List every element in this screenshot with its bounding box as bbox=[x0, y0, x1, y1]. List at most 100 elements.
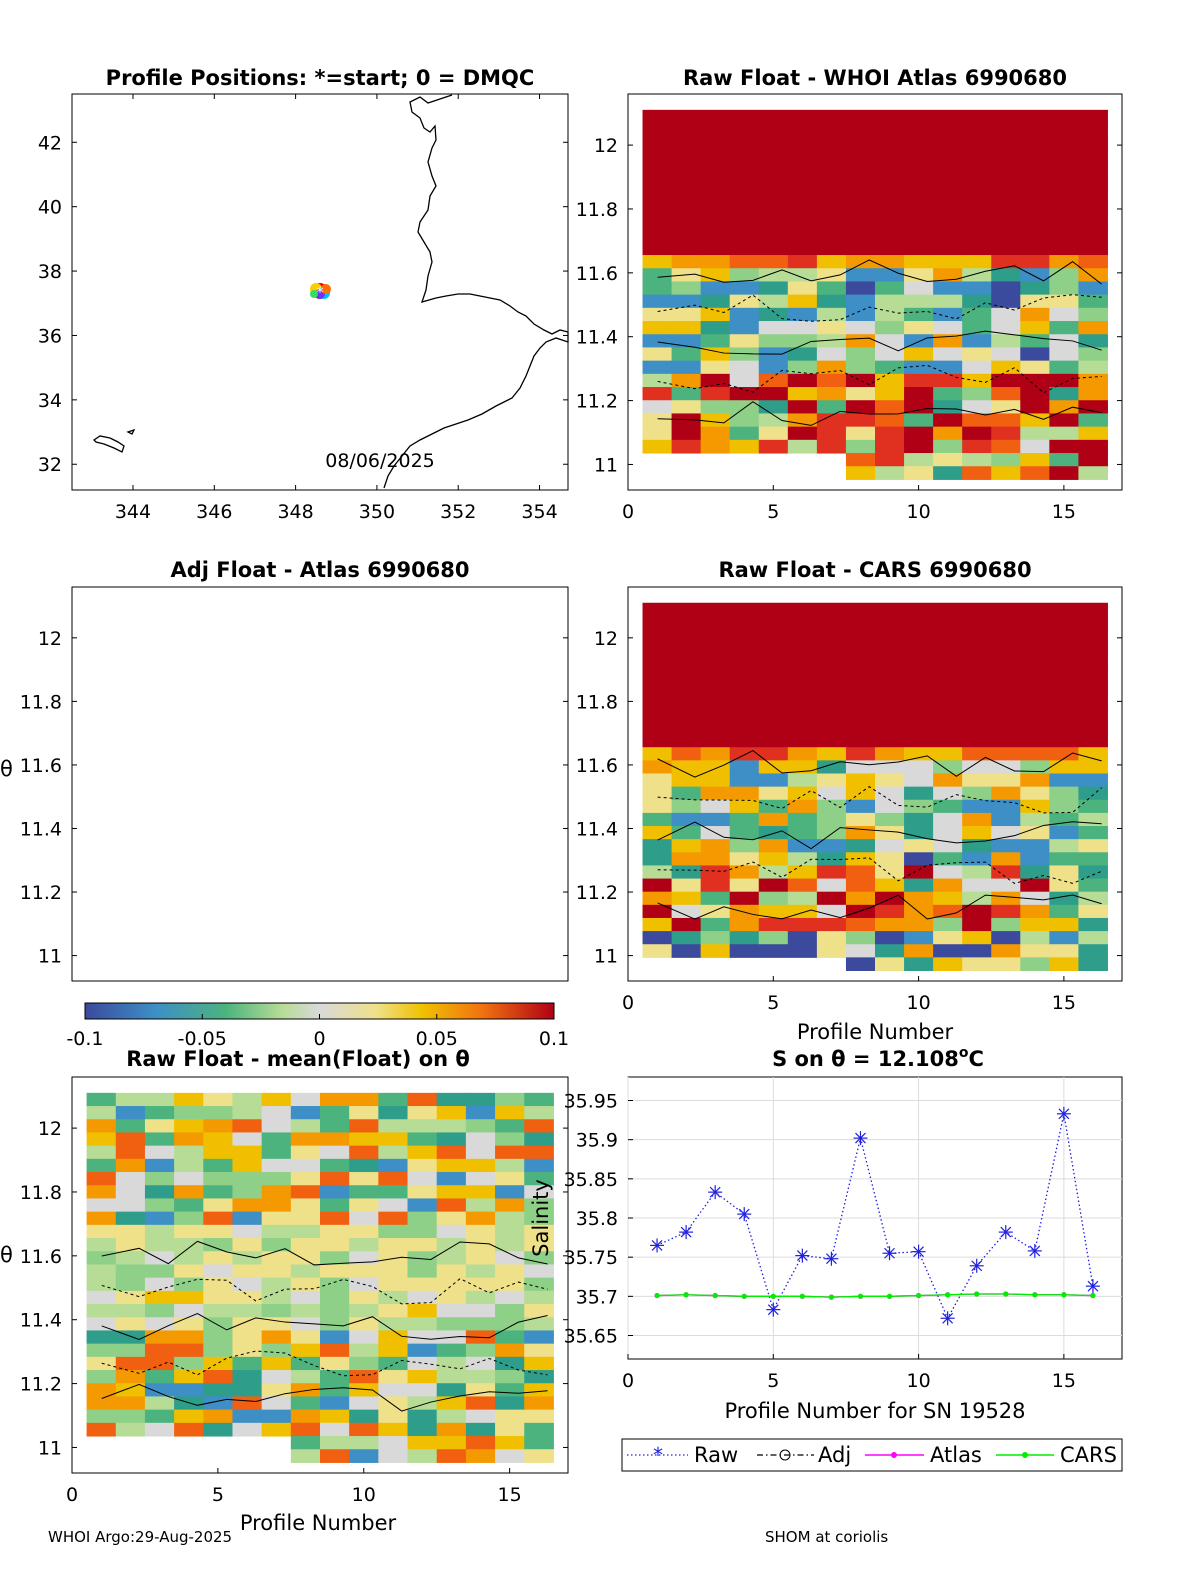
heatmap-cell bbox=[875, 773, 905, 788]
heatmap-cell bbox=[1049, 720, 1079, 735]
x-tick-label: 15 bbox=[498, 1484, 522, 1506]
heatmap-cell bbox=[1049, 747, 1079, 761]
heatmap-cell bbox=[1020, 878, 1050, 893]
heatmap-cell bbox=[671, 629, 702, 643]
heatmap-cell bbox=[349, 1224, 379, 1239]
heatmap-cell bbox=[875, 109, 905, 124]
heatmap-cell bbox=[1020, 904, 1050, 919]
contour-line bbox=[657, 821, 1102, 850]
heatmap-cell bbox=[671, 334, 702, 348]
heatmap-cell bbox=[436, 1211, 467, 1226]
heatmap-cell bbox=[1020, 321, 1050, 335]
heatmap-cell bbox=[232, 1251, 263, 1265]
heatmap-cell bbox=[232, 1317, 263, 1331]
heatmap-cell bbox=[962, 668, 992, 683]
heatmap-cell bbox=[729, 694, 760, 709]
heatmap-cell bbox=[203, 1290, 233, 1305]
heatmap-cell bbox=[933, 294, 963, 309]
heatmap-cell bbox=[962, 786, 992, 801]
heatmap-cell bbox=[495, 1251, 525, 1265]
heatmap-cell bbox=[700, 799, 731, 814]
heatmap-cell bbox=[700, 681, 731, 696]
heatmap-cell bbox=[671, 655, 702, 669]
heatmap-cell bbox=[436, 1224, 467, 1239]
data-point-cars bbox=[1003, 1291, 1009, 1297]
y-tick-label: 12 bbox=[38, 1118, 62, 1140]
data-point-cars bbox=[741, 1293, 747, 1299]
heatmap-cell bbox=[991, 439, 1021, 454]
heatmap-cell bbox=[115, 1185, 146, 1199]
heatmap-cell bbox=[845, 681, 876, 696]
heatmap-cell bbox=[845, 629, 876, 643]
heatmap-cell bbox=[816, 136, 847, 150]
heatmap-cell bbox=[1049, 215, 1079, 230]
heatmap-cell bbox=[1078, 373, 1108, 388]
heatmap-cell bbox=[115, 1422, 146, 1437]
heatmap-cell bbox=[991, 812, 1021, 827]
y-tick-label: 11.6 bbox=[20, 755, 62, 777]
heatmap-cell bbox=[1078, 255, 1108, 269]
heatmap-cell bbox=[320, 1145, 350, 1160]
heatmap-cell bbox=[1049, 865, 1079, 880]
heatmap-cell bbox=[991, 202, 1021, 216]
heatmap-cell bbox=[1078, 307, 1108, 322]
heatmap-cell bbox=[232, 1383, 263, 1397]
heatmap-cell bbox=[1078, 773, 1108, 788]
heatmap-cell bbox=[349, 1238, 379, 1252]
heatmap-cell bbox=[729, 668, 760, 683]
heatmap-cell bbox=[524, 1185, 554, 1199]
data-point-raw bbox=[969, 1258, 984, 1273]
heatmap-cell bbox=[407, 1422, 438, 1437]
heatmap-cell bbox=[671, 123, 702, 137]
heatmap-cell bbox=[729, 681, 760, 696]
heatmap-cell bbox=[758, 773, 789, 788]
heatmap-cell bbox=[144, 1132, 175, 1147]
heatmap-cell bbox=[758, 681, 789, 696]
heatmap-cell bbox=[378, 1277, 409, 1292]
heatmap-cell bbox=[642, 655, 673, 669]
heatmap-cell bbox=[1020, 439, 1050, 454]
heatmap-cell bbox=[1020, 175, 1050, 190]
heatmap-cell bbox=[290, 1330, 321, 1345]
heatmap-cell bbox=[144, 1172, 175, 1186]
heatmap-cell bbox=[1078, 812, 1108, 827]
heatmap-cell bbox=[642, 202, 673, 216]
heatmap-cell bbox=[1049, 268, 1079, 282]
heatmap-cell bbox=[904, 944, 934, 958]
heatmap-cell bbox=[1049, 439, 1079, 454]
colorbar-tick-label: 0.05 bbox=[416, 1028, 458, 1050]
heatmap-cell bbox=[261, 1224, 292, 1239]
heatmap-cell bbox=[700, 294, 731, 309]
heatmap-cell bbox=[86, 1198, 117, 1213]
heatmap-cell bbox=[1078, 944, 1108, 958]
heatmap-cell bbox=[729, 387, 760, 401]
heatmap-cell bbox=[1049, 615, 1079, 630]
heatmap-cell bbox=[1049, 136, 1079, 150]
heatmap-cell bbox=[729, 321, 760, 335]
heatmap-cell bbox=[144, 1277, 175, 1292]
heatmap-cell bbox=[436, 1185, 467, 1199]
salinity-x-tick: 15 bbox=[1052, 1370, 1076, 1392]
heatmap-cell bbox=[962, 760, 992, 774]
heatmap-cell bbox=[991, 387, 1021, 401]
heatmap-cell bbox=[962, 294, 992, 309]
heatmap-cell bbox=[787, 255, 818, 269]
heatmap-cell bbox=[962, 878, 992, 893]
legend-atlas: Atlas bbox=[865, 1443, 982, 1467]
heatmap-cell bbox=[729, 360, 760, 375]
heatmap-cell bbox=[349, 1422, 379, 1437]
heatmap-cell bbox=[671, 812, 702, 827]
heatmap-cell bbox=[115, 1264, 146, 1279]
heatmap-cell bbox=[904, 865, 934, 880]
heatmap-cell bbox=[407, 1277, 438, 1292]
heatmap-cell bbox=[904, 681, 934, 696]
heatmap-cell bbox=[875, 466, 905, 480]
heatmap-cell bbox=[524, 1158, 554, 1173]
heatmap-cell bbox=[407, 1449, 438, 1463]
heatmap-cell bbox=[671, 439, 702, 454]
contour-line bbox=[657, 857, 1102, 884]
heatmap-cell bbox=[962, 602, 992, 617]
data-point-cars bbox=[915, 1292, 922, 1299]
salinity-x-tick: 10 bbox=[906, 1370, 930, 1392]
heatmap-cell bbox=[962, 957, 992, 971]
